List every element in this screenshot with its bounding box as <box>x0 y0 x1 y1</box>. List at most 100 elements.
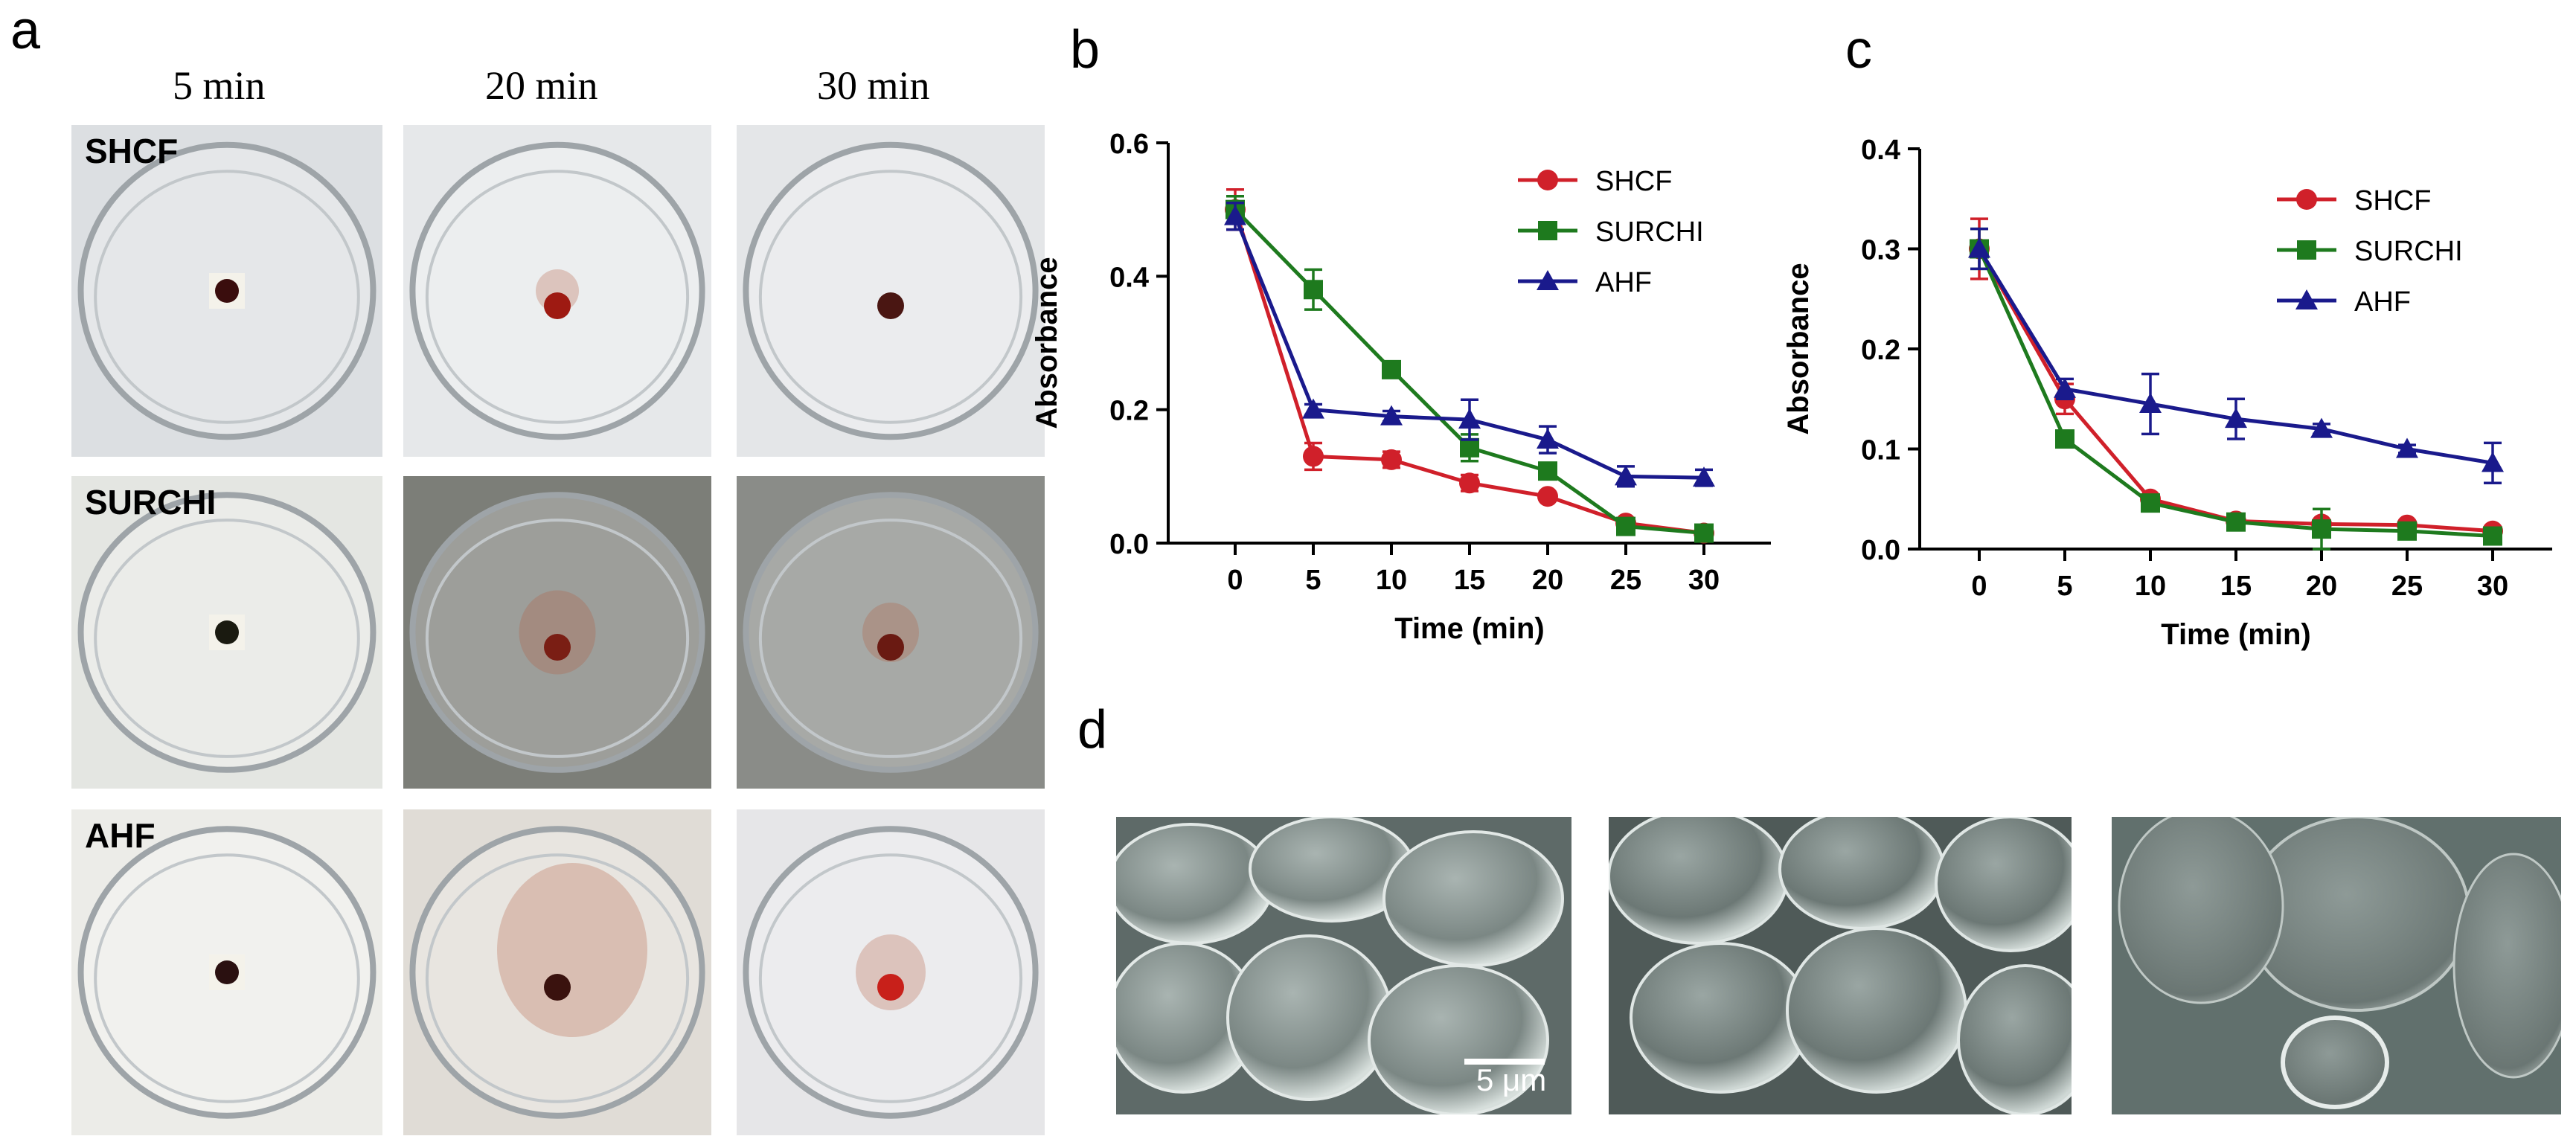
petri-dish <box>743 826 1039 1119</box>
legend-label-surchi: SURCHI <box>2354 236 2463 267</box>
data-point-surchi <box>2483 526 2502 546</box>
x-tick-label: 25 <box>1610 565 1641 596</box>
petri-dish <box>743 492 1039 773</box>
dish-inner-rim <box>758 519 1023 758</box>
data-point-surchi <box>2055 429 2074 449</box>
x-tick-label: 30 <box>1688 565 1720 596</box>
blood-clot <box>215 620 239 644</box>
y-tick-label: 0.2 <box>1861 335 1900 366</box>
x-tick-label: 10 <box>2135 571 2166 602</box>
dish-photo-shcf-2 <box>403 125 711 457</box>
time-header-30min: 30 min <box>817 63 930 108</box>
legend-marker-surchi <box>1538 221 1557 240</box>
data-point-surchi <box>1460 437 1479 458</box>
data-point-surchi <box>2141 493 2160 513</box>
data-point-ahf <box>2482 452 2504 472</box>
dish-rim <box>743 826 1039 1119</box>
legend-label-ahf: AHF <box>2354 286 2411 318</box>
x-tick-label: 25 <box>2391 571 2423 602</box>
chart-c: 0.0 0.1 0.2 0.3 0.4 0 5 10 15 20 25 30 Time (min) Abs… <box>1782 112 2567 677</box>
data-point-ahf <box>1968 237 1990 258</box>
dish-rim <box>743 492 1039 773</box>
data-point-ahf <box>1537 429 1559 449</box>
series-line-surchi <box>1977 248 2493 539</box>
blood-clot <box>215 279 239 303</box>
petri-dish <box>77 492 377 773</box>
data-point-surchi <box>2312 519 2331 539</box>
data-point-shcf <box>1537 486 1558 507</box>
x-tick-label: 30 <box>2477 571 2508 602</box>
dish-rim <box>409 492 705 773</box>
y-tick-label: 0.6 <box>1109 129 1149 160</box>
legend-marker-shcf <box>1537 170 1558 190</box>
y-tick-label: 0.4 <box>1109 262 1149 293</box>
dish-photo-ahf-2 <box>403 809 711 1135</box>
data-point-ahf <box>2054 377 2076 398</box>
data-point-surchi <box>2226 512 2246 532</box>
petri-dish <box>409 826 705 1119</box>
data-point-ahf <box>1224 205 1246 225</box>
blood-clot <box>544 974 571 1001</box>
x-tick-label: 20 <box>1532 565 1563 596</box>
data-point-surchi <box>1538 461 1557 481</box>
time-header-20min: 20 min <box>485 63 598 108</box>
blood-stain <box>856 934 926 1010</box>
blood-clot <box>544 292 571 319</box>
legend-label-shcf: SHCF <box>1595 166 1672 197</box>
sem-image-3 <box>2112 817 2561 1114</box>
blood-clot <box>877 634 904 661</box>
dish-photo-shcf-1: SHCF <box>71 125 382 457</box>
x-tick-label: 20 <box>2306 571 2337 602</box>
y-tick-label: 0.3 <box>1861 235 1900 266</box>
dish-inner-rim <box>758 853 1023 1103</box>
blood-clot <box>544 634 571 661</box>
dish-inner-rim <box>425 170 690 424</box>
sem-image-3-cells <box>2112 817 2561 1114</box>
chart-b: 0.0 0.2 0.4 0.6 0 5 10 15 20 25 30 Time (min) Absorb… <box>1031 112 1786 677</box>
series-line-shcf <box>1977 248 2493 533</box>
data-point-surchi <box>1304 280 1323 300</box>
dish-photo-surchi-3 <box>737 476 1045 789</box>
dish-photo-surchi-2 <box>403 476 711 789</box>
time-header-5min: 5 min <box>173 63 266 108</box>
panel-letter-d: d <box>1077 700 1108 760</box>
legend-marker-surchi <box>2297 240 2316 260</box>
blood-stain <box>497 863 647 1037</box>
x-tick-label: 10 <box>1376 565 1407 596</box>
x-tick-label: 5 <box>1305 565 1321 596</box>
blood-clot <box>877 974 904 1001</box>
dish-photo-ahf-3 <box>737 809 1045 1135</box>
dish-inner-rim <box>758 170 1023 424</box>
data-point-ahf <box>1458 408 1481 429</box>
dish-rim <box>409 826 705 1119</box>
dish-inner-rim <box>94 853 360 1103</box>
blood-stain <box>519 590 596 675</box>
dish-rim <box>743 141 1039 440</box>
legend-marker-ahf <box>2295 289 2318 309</box>
blood-clot <box>215 960 239 984</box>
dish-photo-surchi-1: SURCHI <box>71 476 382 789</box>
dish-inner-rim <box>425 853 690 1103</box>
x-tick-label: 0 <box>1227 565 1243 596</box>
chart-c-svg: 0.0 0.1 0.2 0.3 0.4 0 5 10 15 20 25 30 Time (min) Abs… <box>1782 135 2552 651</box>
y-tick-label: 0.0 <box>1861 535 1900 566</box>
dish-inner-rim <box>94 170 360 424</box>
data-point-ahf <box>2310 417 2333 438</box>
y-tick-label: 0.4 <box>1861 135 1900 166</box>
y-axis-label: Absorbance <box>1031 257 1063 429</box>
dish-row-label: SHCF <box>85 132 179 170</box>
sem-image-2-cells <box>1609 817 2072 1114</box>
dish-inner-rim <box>425 519 690 758</box>
x-tick-label: 15 <box>2220 571 2252 602</box>
data-point-ahf <box>1615 465 1637 486</box>
dish-photo-shcf-3 <box>737 125 1045 457</box>
legend-label-shcf: SHCF <box>2354 185 2431 216</box>
blood-clot <box>877 292 904 319</box>
panel-letter-c: c <box>1845 20 1872 80</box>
y-tick-label: 0.1 <box>1861 435 1900 466</box>
x-axis-label: Time (min) <box>2161 618 2311 651</box>
petri-dish <box>77 826 377 1119</box>
x-axis-label: Time (min) <box>1394 612 1545 645</box>
data-point-surchi <box>2397 521 2417 541</box>
dish-row-label: AHF <box>85 816 156 855</box>
